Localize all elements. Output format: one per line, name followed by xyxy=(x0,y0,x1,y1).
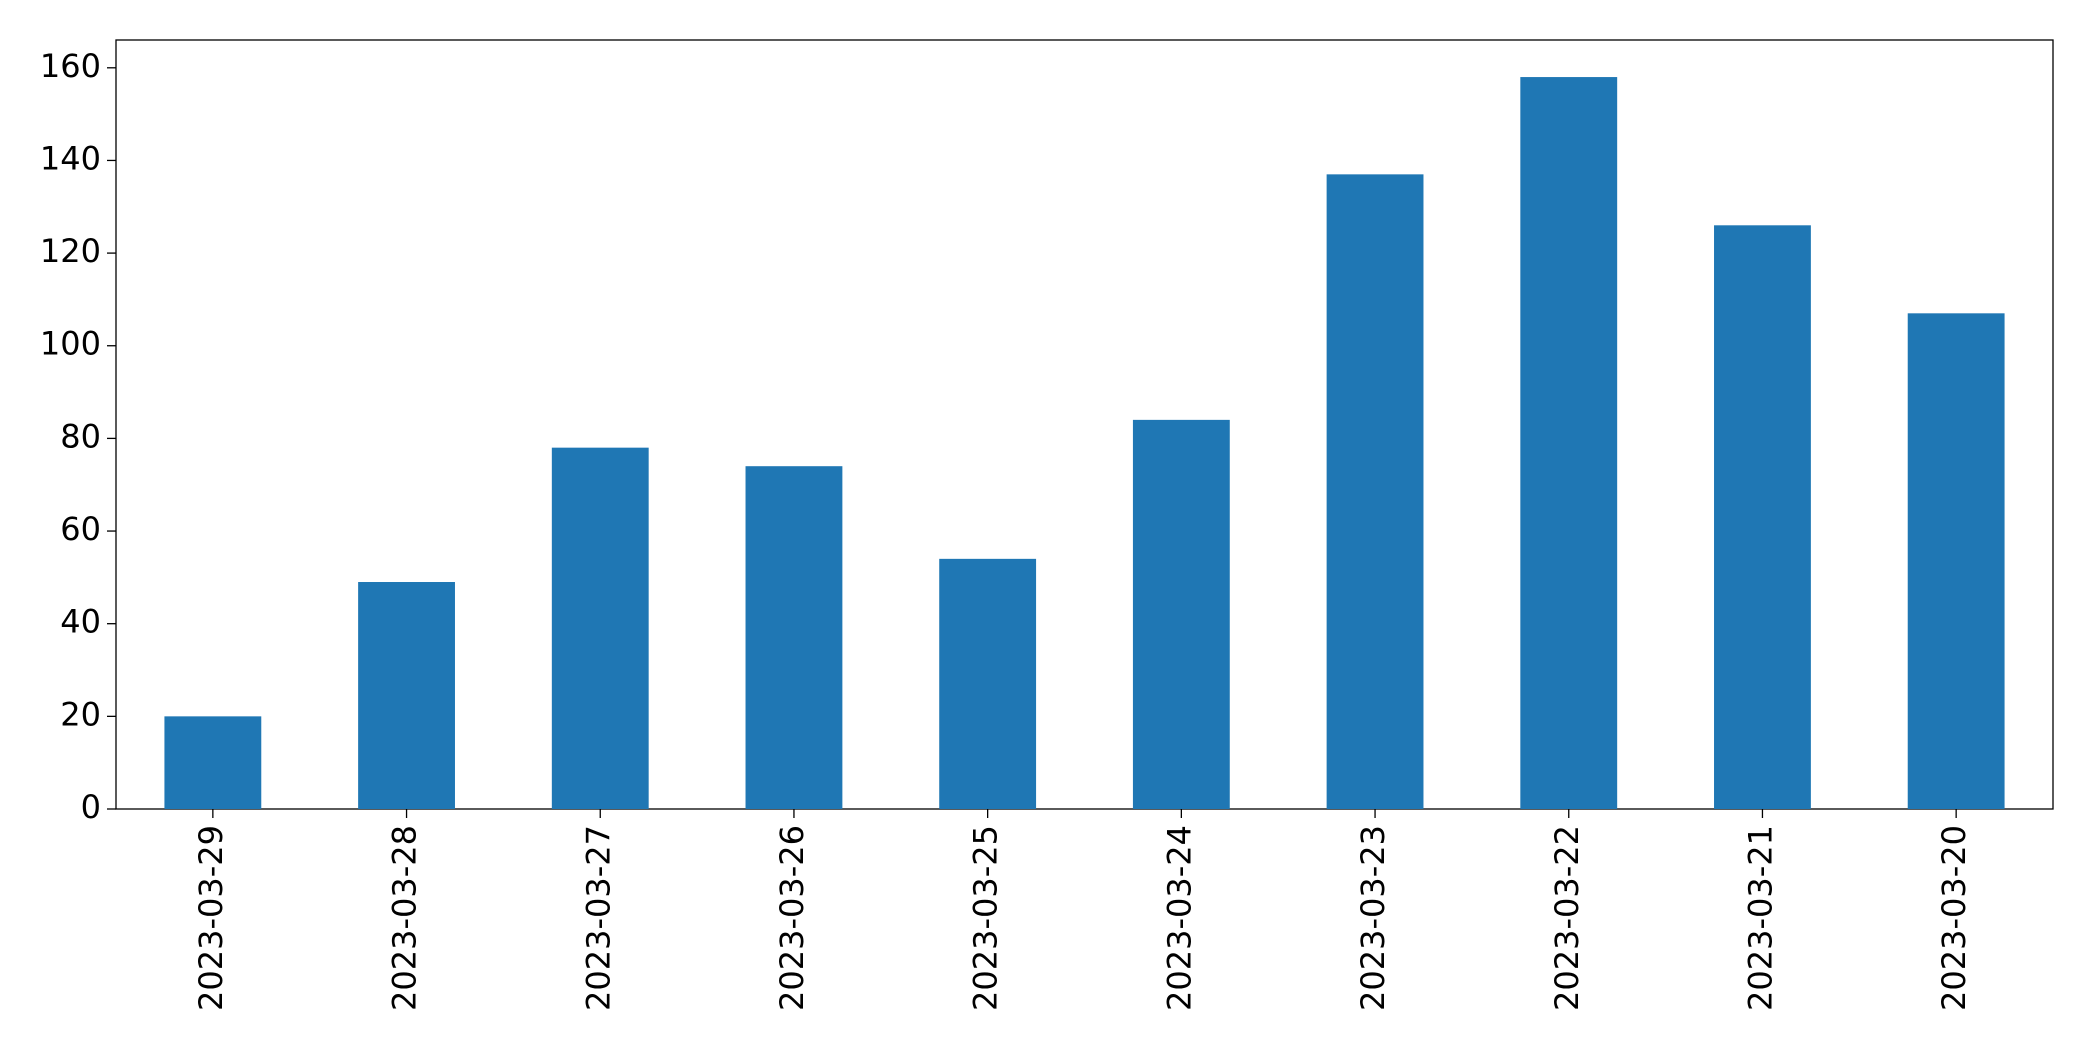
y-tick-label: 160 xyxy=(40,47,101,85)
bar xyxy=(358,582,455,809)
y-tick-label: 140 xyxy=(40,139,101,177)
axes-frame xyxy=(115,39,2054,810)
y-tick-label: 0 xyxy=(81,788,101,826)
x-tick-label: 2023-03-23 xyxy=(1354,825,1392,1011)
bar xyxy=(745,466,843,809)
x-tick-label: 2023-03-29 xyxy=(192,825,230,1011)
bar xyxy=(1907,313,2005,809)
x-tick-label: 2023-03-26 xyxy=(773,825,811,1011)
bar xyxy=(1520,77,1618,809)
x-tick-label: 2023-03-21 xyxy=(1741,825,1779,1011)
bar xyxy=(939,558,1037,809)
y-tick-label: 80 xyxy=(60,417,101,455)
x-tick-label: 2023-03-28 xyxy=(386,825,424,1011)
y-tick-label: 100 xyxy=(40,325,101,363)
x-tick-label: 2023-03-27 xyxy=(579,825,617,1011)
x-tick-label: 2023-03-20 xyxy=(1935,825,1973,1011)
bar xyxy=(1132,419,1230,809)
x-tick-label: 2023-03-24 xyxy=(1160,825,1198,1011)
y-tick-label: 60 xyxy=(60,510,101,548)
y-tick-label: 40 xyxy=(60,603,101,641)
bar xyxy=(164,716,262,809)
bar xyxy=(551,447,649,809)
y-tick-label: 120 xyxy=(40,232,101,270)
bar xyxy=(1714,225,1811,809)
bar xyxy=(1326,174,1424,809)
x-tick-label: 2023-03-25 xyxy=(967,825,1005,1011)
y-tick-label: 20 xyxy=(60,695,101,733)
x-tick-label: 2023-03-22 xyxy=(1548,825,1586,1011)
